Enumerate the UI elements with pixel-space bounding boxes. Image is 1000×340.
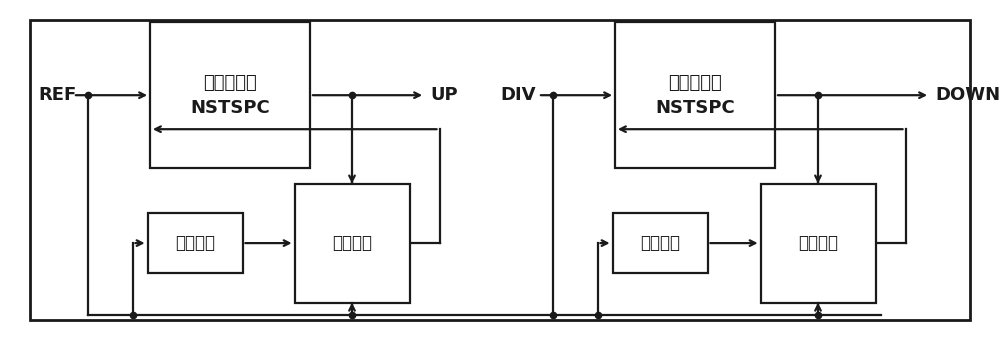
FancyBboxPatch shape (148, 214, 243, 273)
FancyBboxPatch shape (294, 184, 410, 303)
FancyBboxPatch shape (761, 184, 876, 303)
FancyBboxPatch shape (150, 22, 310, 168)
Text: DIV: DIV (500, 86, 536, 104)
Text: 第一预充电
NSTSPC: 第一预充电 NSTSPC (190, 74, 270, 117)
Text: UP: UP (430, 86, 458, 104)
FancyBboxPatch shape (612, 214, 708, 273)
Text: REF: REF (38, 86, 76, 104)
Text: DOWN: DOWN (935, 86, 1000, 104)
Text: 第一延时: 第一延时 (175, 234, 215, 252)
Text: 第一复位: 第一复位 (332, 234, 372, 252)
Text: 第二延时: 第二延时 (640, 234, 680, 252)
FancyBboxPatch shape (615, 22, 775, 168)
Text: 第二复位: 第二复位 (798, 234, 838, 252)
Text: 第二预充电
NSTSPC: 第二预充电 NSTSPC (655, 74, 735, 117)
